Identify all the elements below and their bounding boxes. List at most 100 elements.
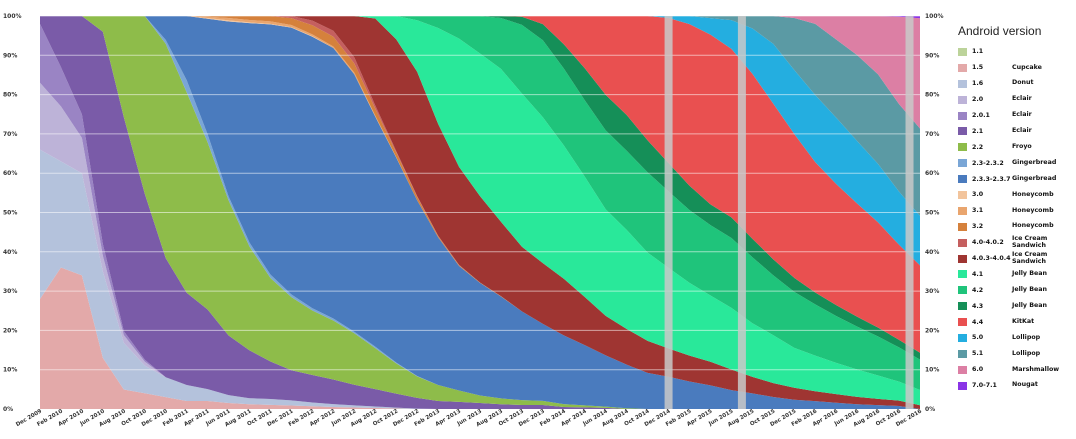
legend-swatch xyxy=(958,79,967,88)
legend-codename: Gingerbread xyxy=(1012,158,1057,166)
legend-swatch xyxy=(958,381,967,390)
data-gap-band xyxy=(737,16,746,409)
y-tick-label-right: 0% xyxy=(925,406,935,413)
legend-swatch xyxy=(958,238,967,247)
y-tick-label-right: 30% xyxy=(925,288,939,295)
legend-codename: Eclair xyxy=(1012,111,1032,119)
legend-swatch xyxy=(958,127,967,136)
area-4-1 xyxy=(40,16,920,406)
legend-item: 4.2 Jelly Bean xyxy=(958,282,1074,298)
legend-codename: Gingerbread xyxy=(1012,174,1057,182)
legend-swatch xyxy=(958,318,967,327)
legend-version: 7.0-7.1 xyxy=(972,382,997,390)
legend-version: 2.2 xyxy=(972,143,984,151)
legend-codename: Jelly Bean xyxy=(1012,270,1048,278)
y-tick-label-left: 20% xyxy=(3,327,17,334)
y-tick-label-left: 10% xyxy=(3,367,17,374)
legend-codename: Lollipop xyxy=(1012,333,1041,341)
legend-item: 5.0 Lollipop xyxy=(958,330,1074,346)
legend-version: 5.0 xyxy=(972,334,984,342)
legend-version: 2.0 xyxy=(972,96,984,104)
legend-version: 2.3-2.3.2 xyxy=(972,159,1004,167)
legend-codename: Ice Cream Sandwich xyxy=(1012,235,1048,249)
legend-codename: Eclair xyxy=(1012,95,1032,103)
grid-lines xyxy=(40,15,920,371)
legend-swatch xyxy=(958,175,967,184)
legend-version: 4.2 xyxy=(972,286,984,294)
legend-codename: Honeycomb xyxy=(1012,206,1054,214)
legend-version: 4.1 xyxy=(972,270,984,278)
legend-swatch xyxy=(958,365,967,374)
legend-codename: Honeycomb xyxy=(1012,222,1054,230)
y-tick-label-left: 70% xyxy=(3,131,17,138)
legend-swatch xyxy=(958,222,967,231)
legend-item: 1.6 Donut xyxy=(958,76,1074,92)
legend-item: 4.1 Jelly Bean xyxy=(958,266,1074,282)
area-1-6 xyxy=(40,149,920,409)
legend-codename: Honeycomb xyxy=(1012,190,1054,198)
y-tick-label-right: 20% xyxy=(925,327,939,334)
legend-swatch xyxy=(958,206,967,215)
y-tick-label-right: 50% xyxy=(925,210,939,217)
legend-item: 1.1 xyxy=(958,44,1074,60)
y-tick-label-right: 100% xyxy=(925,13,944,20)
legend-item: 2.2 Froyo xyxy=(958,139,1074,155)
y-tick-label-left: 50% xyxy=(3,210,17,217)
legend-title: Android version xyxy=(958,24,1042,38)
legend-item: 2.3.3-2.3.7 Gingerbread xyxy=(958,171,1074,187)
legend-version: 3.2 xyxy=(972,223,984,231)
area-6-0 xyxy=(40,16,920,129)
legend-codename: Jelly Bean xyxy=(1012,286,1048,294)
legend-swatch xyxy=(958,254,967,263)
legend-swatch xyxy=(958,349,967,358)
y-tick-label-right: 70% xyxy=(925,131,939,138)
legend-codename: Froyo xyxy=(1012,143,1032,151)
legend-item: 7.0-7.1 Nougat xyxy=(958,378,1074,394)
legend-codename: Donut xyxy=(1012,79,1034,87)
area-2-2 xyxy=(40,16,920,409)
y-tick-label-left: 80% xyxy=(3,92,17,99)
legend: Android version 1.1 1.5 Cupcake 1.6 Donut 2.0… xyxy=(958,24,1074,394)
legend-version: 2.0.1 xyxy=(972,112,990,119)
legend-version: 3.1 xyxy=(972,207,984,215)
legend-codename: Marshmallow xyxy=(1012,365,1060,373)
legend-item: 2.0.1 Eclair xyxy=(958,108,1074,124)
y-tick-label-left: 40% xyxy=(3,249,17,256)
legend-version: 4.0.3-4.0.4 xyxy=(972,255,1011,263)
legend-swatch xyxy=(958,111,967,120)
legend-item: 4.4 KitKat xyxy=(958,314,1074,330)
area-4-4 xyxy=(40,16,920,353)
legend-codename: Cupcake xyxy=(1012,63,1042,71)
legend-rows: 1.1 1.5 Cupcake 1.6 Donut 2.0 Eclair 2.0.1 Eclai… xyxy=(958,44,1074,394)
legend-item: 4.0-4.0.2 Ice Cream Sandwich xyxy=(958,235,1074,251)
legend-version: 4.0-4.0.2 xyxy=(972,239,1004,247)
legend-item: 2.0 Eclair xyxy=(958,92,1074,108)
legend-version: 4.3 xyxy=(972,302,984,310)
y-axis-left: 0% 10% 20% 30% 40% 50% 60% 70% 80% 90% 100% xyxy=(3,13,22,413)
legend-codename: Eclair xyxy=(1012,127,1032,135)
legend-version: 2.3.3-2.3.7 xyxy=(972,175,1011,183)
legend-swatch xyxy=(958,63,967,72)
legend-item: 5.1 Lollipop xyxy=(958,346,1074,362)
legend-version: 6.0 xyxy=(972,366,984,374)
legend-swatch xyxy=(958,333,967,342)
data-gap-band xyxy=(905,16,914,409)
legend-item: 2.3-2.3.2 Gingerbread xyxy=(958,155,1074,171)
y-tick-label-left: 90% xyxy=(3,52,17,59)
y-tick-label-left: 60% xyxy=(3,170,17,177)
legend-item: 3.2 Honeycomb xyxy=(958,219,1074,235)
legend-version: 2.1 xyxy=(972,127,984,135)
y-tick-label-left: 100% xyxy=(3,13,22,20)
area-4-2 xyxy=(40,16,920,390)
legend-item: 2.1 Eclair xyxy=(958,123,1074,139)
data-gap-band xyxy=(664,16,673,409)
y-tick-label-right: 40% xyxy=(925,249,939,256)
area-1-5 xyxy=(40,267,920,409)
legend-version: 4.4 xyxy=(972,318,984,326)
legend-swatch xyxy=(958,286,967,295)
legend-swatch xyxy=(958,270,967,279)
legend-item: 3.1 Honeycomb xyxy=(958,203,1074,219)
legend-version: 1.1 xyxy=(972,48,984,56)
